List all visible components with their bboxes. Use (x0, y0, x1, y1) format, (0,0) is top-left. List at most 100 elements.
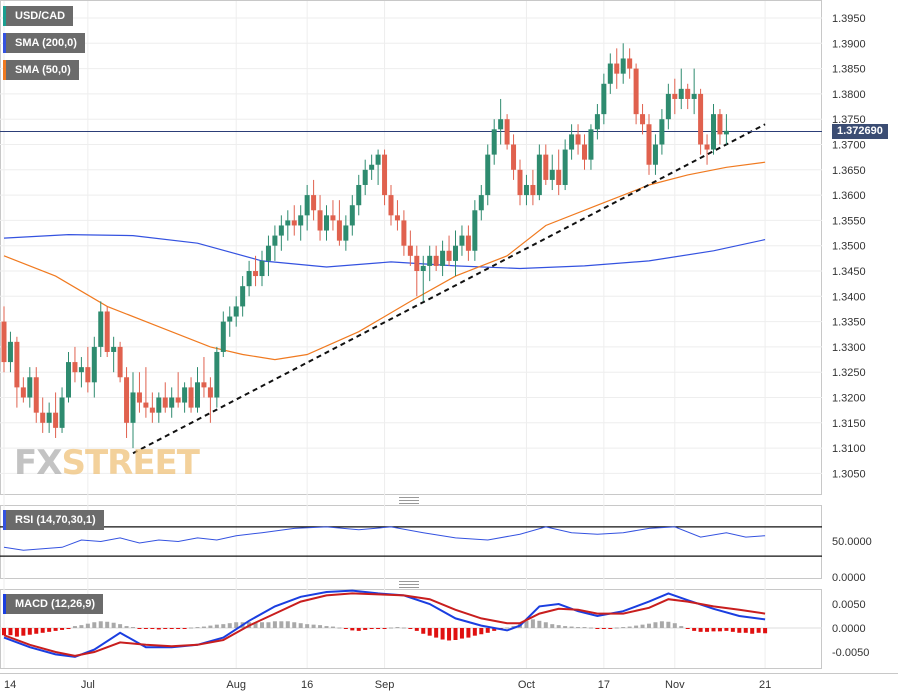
candle-down (704, 134, 710, 165)
macd-histogram-bar (311, 624, 316, 628)
macd-histogram-bar (369, 628, 374, 629)
candle-body (91, 346, 97, 383)
candle-body (304, 195, 310, 216)
time-tick-label: Oct (518, 679, 535, 691)
candle-body (382, 154, 388, 196)
candle-up (498, 98, 504, 145)
candle-body (530, 184, 536, 196)
candle-body (472, 210, 478, 251)
candle-down (517, 159, 523, 206)
price-tick-label: 1.3600 (832, 190, 866, 202)
candle-up (195, 367, 200, 413)
candle-body (504, 119, 510, 145)
macd-histogram-bar (324, 626, 329, 628)
macd-histogram-bar (563, 626, 568, 628)
candle-up (549, 154, 555, 191)
macd-pane-resize-handle[interactable] (399, 581, 419, 588)
price-tick-label: 1.3900 (832, 38, 866, 50)
macd-histogram-bar (711, 628, 716, 632)
candle-body (259, 260, 265, 277)
candle-body (265, 245, 271, 261)
time-tick-label: 21 (759, 679, 771, 691)
macd-histogram-bar (27, 628, 32, 635)
time-tick-label: 14 (4, 679, 16, 691)
candle-body (652, 144, 658, 165)
candle-body (143, 402, 149, 408)
candle-body (588, 129, 594, 160)
candle-body (453, 245, 458, 261)
candle-up (601, 73, 607, 125)
candle-body (175, 397, 181, 403)
macd-histogram-bar (343, 628, 348, 629)
macd-histogram-bar (621, 627, 626, 629)
candle-up (220, 311, 226, 358)
macd-histogram-bar (92, 622, 97, 628)
candle-down (85, 346, 91, 393)
macd-histogram-bar (401, 627, 406, 629)
candle-down (446, 235, 452, 266)
candle-down (543, 144, 549, 185)
macd-histogram-bar (318, 625, 323, 628)
current-price-tag: 1.372690 (832, 124, 888, 139)
candle-down (614, 48, 620, 89)
macd-histogram-bar (556, 625, 561, 628)
price-tick-label: 1.3750 (832, 114, 866, 126)
candle-body (72, 362, 78, 373)
macd-histogram-bar (530, 619, 535, 628)
candle-body (53, 412, 59, 428)
candle-body (414, 255, 420, 271)
macd-histogram-bar (118, 624, 123, 628)
macd-histogram-bar (737, 628, 742, 633)
candle-up (259, 250, 265, 287)
candle-body (465, 235, 471, 251)
candle-up (562, 139, 568, 191)
candle-body (291, 220, 297, 226)
rsi-pane-resize-handle[interactable] (399, 497, 419, 504)
candle-up (652, 134, 658, 175)
candle-body (517, 169, 523, 196)
candle-body (33, 377, 39, 413)
candle-down (433, 245, 439, 271)
macd-histogram-bar (260, 622, 264, 628)
candle-body (614, 63, 620, 74)
candle-body (78, 367, 84, 373)
candle-body (665, 93, 671, 120)
candle-down (53, 392, 59, 438)
candle-body (246, 271, 252, 287)
candle-down (511, 134, 517, 180)
macd-histogram-bar (582, 627, 587, 629)
macd-histogram-bar (640, 624, 645, 628)
candle-body (124, 377, 130, 423)
candle-down (117, 341, 123, 383)
candle-body (111, 346, 117, 352)
candle-down (407, 230, 413, 266)
candle-body (536, 154, 542, 196)
candle-body (253, 271, 259, 277)
candle-down (124, 367, 130, 438)
candle-down (104, 306, 110, 358)
candle-down (330, 200, 336, 231)
candle-body (330, 215, 336, 221)
candle-down (317, 195, 323, 241)
candle-body (369, 164, 375, 170)
candle-up (349, 195, 355, 236)
rsi-tick-label: 0.0000 (832, 572, 866, 584)
candle-body (698, 93, 704, 145)
macd-histogram-bar (214, 624, 219, 628)
candle-body (375, 154, 381, 165)
macd-histogram-bar (608, 628, 613, 629)
candle-body (40, 412, 46, 423)
macd-histogram-bar (647, 623, 651, 628)
macd-histogram-bar (692, 628, 697, 631)
macd-histogram-bar (705, 628, 710, 632)
macd-histogram-bar (98, 621, 103, 628)
candle-up (214, 346, 220, 408)
candle-down (72, 346, 78, 383)
candle-body (195, 382, 200, 408)
price-tick-label: 1.3550 (832, 215, 866, 227)
candle-body (20, 387, 26, 398)
time-tick-label: 16 (301, 679, 313, 691)
candle-up (620, 43, 626, 84)
candle-body (659, 119, 665, 145)
candle-up (98, 301, 104, 358)
